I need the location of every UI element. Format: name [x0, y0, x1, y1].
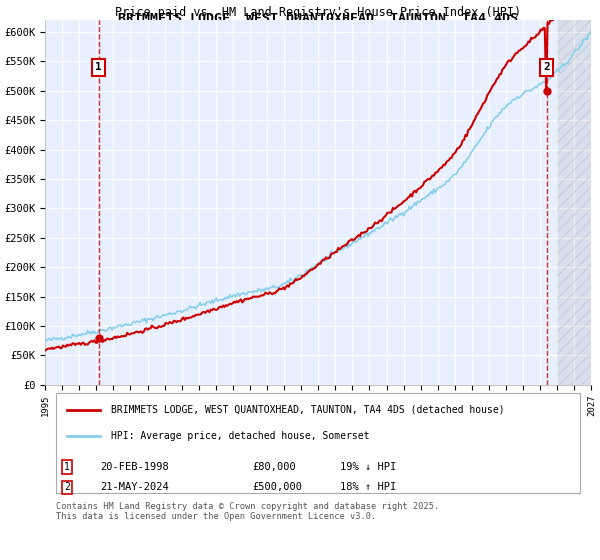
Text: 2: 2	[543, 62, 550, 72]
Text: 1: 1	[95, 62, 102, 72]
Text: 20-FEB-1998: 20-FEB-1998	[100, 462, 169, 472]
Text: BRIMMETS LODGE, WEST QUANTOXHEAD, TAUNTON, TA4 4DS (detached house): BRIMMETS LODGE, WEST QUANTOXHEAD, TAUNTO…	[110, 405, 505, 415]
Text: HPI: Average price, detached house, Somerset: HPI: Average price, detached house, Some…	[110, 431, 369, 441]
Text: 1: 1	[64, 462, 70, 472]
Text: 19% ↓ HPI: 19% ↓ HPI	[340, 462, 397, 472]
Text: Price paid vs. HM Land Registry's House Price Index (HPI): Price paid vs. HM Land Registry's House …	[115, 6, 521, 19]
Text: 21-MAY-2024: 21-MAY-2024	[100, 483, 169, 492]
Text: £500,000: £500,000	[253, 483, 302, 492]
Bar	[557, 20, 592, 385]
Text: 18% ↑ HPI: 18% ↑ HPI	[340, 483, 397, 492]
FancyBboxPatch shape	[56, 393, 580, 493]
Point	[94, 333, 103, 342]
Text: Contains HM Land Registry data © Crown copyright and database right 2025.
This d: Contains HM Land Registry data © Crown c…	[56, 502, 439, 521]
Text: 2: 2	[64, 483, 70, 492]
Point	[542, 86, 551, 95]
Text: £80,000: £80,000	[253, 462, 296, 472]
Text: BRIMMETS LODGE, WEST QUANTOXHEAD, TAUNTON, TA4 4DS: BRIMMETS LODGE, WEST QUANTOXHEAD, TAUNTO…	[118, 12, 518, 25]
